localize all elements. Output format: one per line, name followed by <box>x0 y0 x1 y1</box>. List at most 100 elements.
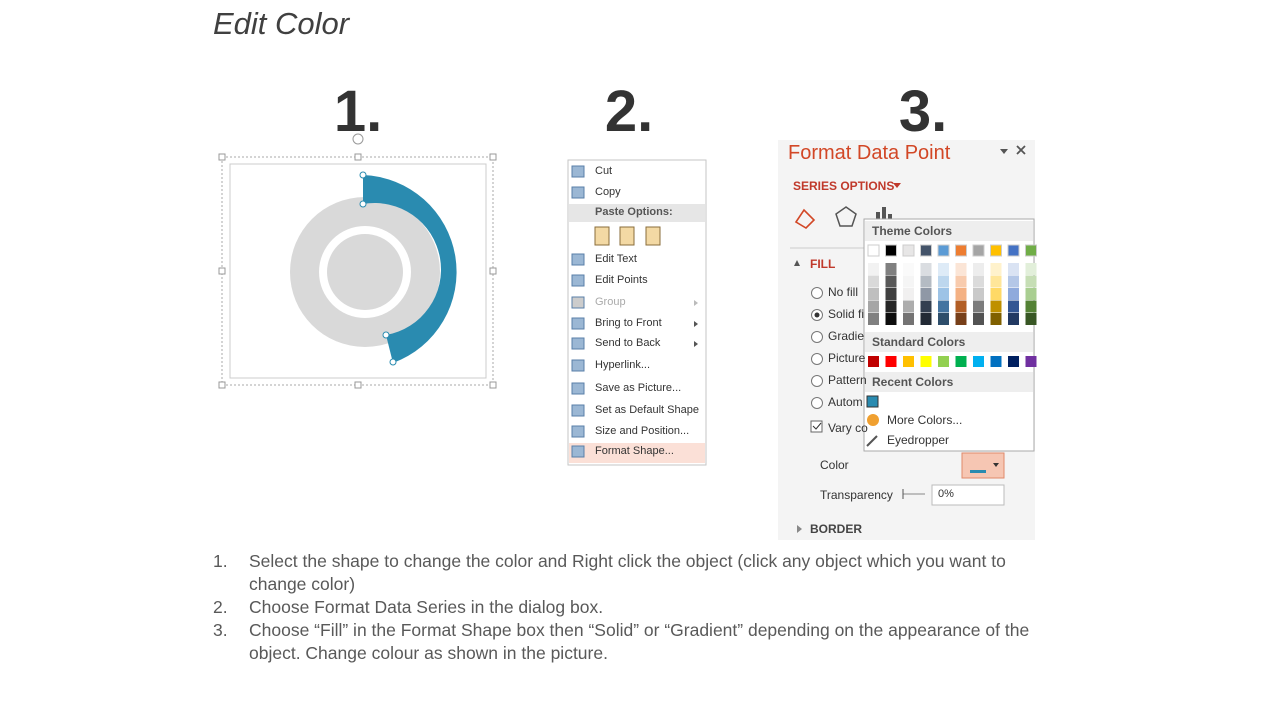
swatch[interactable] <box>885 275 897 288</box>
menu-item[interactable]: Copy <box>595 186 621 198</box>
swatch[interactable] <box>885 263 897 275</box>
swatch[interactable] <box>1025 244 1037 257</box>
fill-heading[interactable]: FILL <box>810 257 836 271</box>
swatch[interactable] <box>885 313 897 325</box>
swatch[interactable] <box>920 275 932 288</box>
menu-item[interactable]: Edit Text <box>595 253 637 265</box>
menu-item[interactable]: Set as Default Shape <box>595 404 699 416</box>
radio-label[interactable]: Autom <box>828 395 863 409</box>
spinbox[interactable] <box>931 484 1005 506</box>
swatch[interactable] <box>920 288 932 300</box>
menu-item[interactable]: Cut <box>595 165 613 177</box>
swatch[interactable] <box>1025 263 1037 275</box>
menu-item[interactable]: Save as Picture... <box>595 382 682 394</box>
swatch[interactable] <box>938 263 949 275</box>
border-heading[interactable]: BORDER <box>810 522 863 536</box>
swatch[interactable] <box>885 300 897 313</box>
swatch[interactable] <box>903 300 914 313</box>
swatch[interactable] <box>955 313 967 325</box>
swatch[interactable] <box>885 244 897 257</box>
swatch[interactable] <box>990 244 1002 257</box>
transparency-value[interactable]: 0% <box>938 488 954 500</box>
swatch[interactable] <box>1008 356 1019 367</box>
menu-item[interactable]: Format Shape... <box>595 445 674 457</box>
swatch[interactable] <box>920 300 932 313</box>
swatch[interactable] <box>868 356 879 367</box>
swatch[interactable] <box>1008 263 1019 275</box>
swatch[interactable] <box>972 244 985 257</box>
swatch[interactable] <box>1007 244 1020 257</box>
swatch[interactable] <box>1008 288 1019 300</box>
radio-label[interactable]: Solid fi <box>828 307 865 321</box>
menu-item[interactable]: Send to Back <box>595 337 661 349</box>
swatch[interactable] <box>990 263 1002 275</box>
menu-item[interactable]: Group <box>595 296 626 308</box>
swatch[interactable] <box>1008 300 1019 313</box>
swatch[interactable] <box>903 313 914 325</box>
swatch[interactable] <box>920 244 932 257</box>
swatch[interactable] <box>868 288 879 300</box>
swatch[interactable] <box>920 313 932 325</box>
radio-label[interactable]: Pattern <box>828 373 867 387</box>
swatch[interactable] <box>920 263 932 275</box>
swatch[interactable] <box>990 356 1002 367</box>
checkbox[interactable] <box>810 420 823 433</box>
swatch[interactable] <box>903 275 914 288</box>
swatch[interactable] <box>866 395 879 408</box>
swatch[interactable] <box>885 356 897 367</box>
swatch[interactable] <box>955 288 967 300</box>
swatch[interactable] <box>973 275 984 288</box>
menu-item[interactable]: Hyperlink... <box>595 359 651 371</box>
swatch[interactable] <box>938 288 949 300</box>
swatch[interactable] <box>903 288 914 300</box>
swatch[interactable] <box>1025 356 1037 367</box>
swatch[interactable] <box>867 244 880 257</box>
swatch[interactable] <box>1008 275 1019 288</box>
swatch[interactable] <box>1025 288 1037 300</box>
eyedropper[interactable]: Eyedropper <box>887 433 950 447</box>
swatch[interactable] <box>990 275 1002 288</box>
swatch[interactable] <box>920 356 932 367</box>
swatch[interactable] <box>973 356 984 367</box>
selected-segment[interactable] <box>363 175 457 363</box>
swatch[interactable] <box>938 275 949 288</box>
swatch[interactable] <box>973 263 984 275</box>
swatch[interactable] <box>990 288 1002 300</box>
swatch[interactable] <box>973 313 984 325</box>
swatch[interactable] <box>868 313 879 325</box>
menu-item[interactable]: Edit Points <box>595 274 648 286</box>
swatch[interactable] <box>938 313 949 325</box>
pane-menu[interactable] <box>1000 149 1008 154</box>
close[interactable] <box>1016 145 1026 155</box>
swatch[interactable] <box>903 263 914 275</box>
swatch[interactable] <box>868 263 879 275</box>
menu-item[interactable]: Bring to Front <box>595 317 662 329</box>
color-button[interactable] <box>961 452 1005 479</box>
swatch[interactable] <box>990 313 1002 325</box>
swatch[interactable] <box>1025 275 1037 288</box>
swatch[interactable] <box>1025 313 1037 325</box>
radio-label[interactable]: No fill <box>828 285 859 299</box>
swatch[interactable] <box>1025 300 1037 313</box>
swatch[interactable] <box>955 244 967 257</box>
swatch[interactable] <box>955 275 967 288</box>
series-options[interactable]: SERIES OPTIONS <box>793 179 895 193</box>
radio-label[interactable]: Picture <box>828 351 866 365</box>
swatch[interactable] <box>885 288 897 300</box>
swatch[interactable] <box>902 244 915 257</box>
swatch[interactable] <box>1008 313 1019 325</box>
swatch[interactable] <box>990 300 1002 313</box>
swatch[interactable] <box>955 356 967 367</box>
swatch[interactable] <box>973 300 984 313</box>
swatch[interactable] <box>955 300 967 313</box>
swatch[interactable] <box>938 356 949 367</box>
swatch[interactable] <box>868 300 879 313</box>
menu-item[interactable]: Paste Options: <box>595 206 673 218</box>
swatch[interactable] <box>938 300 949 313</box>
swatch[interactable] <box>903 356 914 367</box>
swatch[interactable] <box>868 275 879 288</box>
more-colors[interactable]: More Colors... <box>887 413 963 427</box>
radio-label[interactable]: Gradie <box>828 329 865 343</box>
swatch[interactable] <box>937 244 950 257</box>
swatch[interactable] <box>955 263 967 275</box>
